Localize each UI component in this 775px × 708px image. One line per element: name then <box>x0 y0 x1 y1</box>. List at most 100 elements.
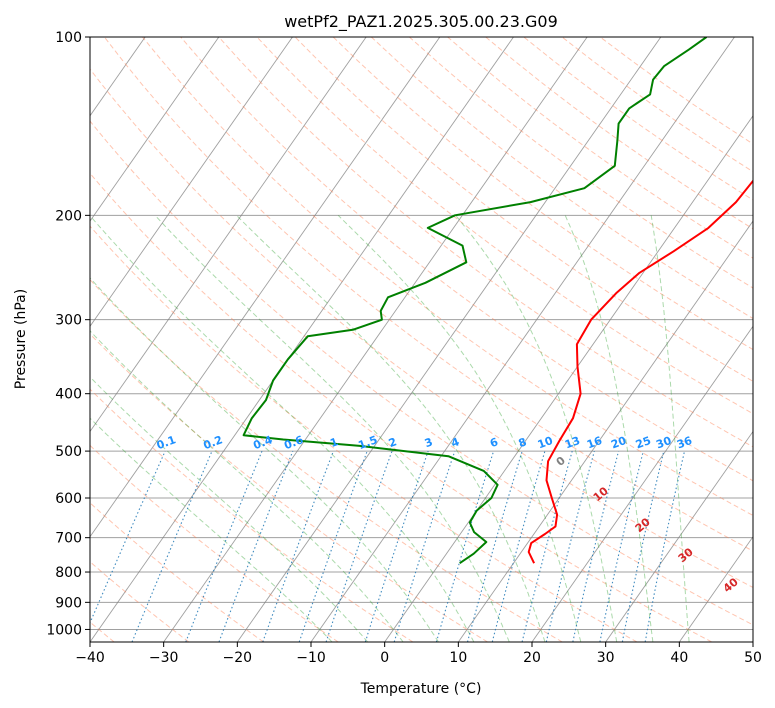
dry-adiabat-line <box>90 561 190 642</box>
y-tick-label: 700 <box>55 531 82 547</box>
dry-adiabat-line <box>90 278 563 642</box>
x-tick-label: 40 <box>670 650 688 666</box>
plot-area: 0.10.20.40.611.52346810131620253036-100-… <box>90 37 753 642</box>
mixing-ratio-line <box>262 450 334 642</box>
y-tick-label: 900 <box>55 595 82 611</box>
x-tick-label: 30 <box>597 650 615 666</box>
isotherm-line <box>457 220 753 642</box>
isotherm-line <box>90 37 441 538</box>
y-tick-label: 1000 <box>46 622 82 638</box>
mixing-ratio-label: 30 <box>654 434 673 452</box>
mixing-ratio-line <box>131 450 213 642</box>
mixing-ratio-line <box>364 450 429 642</box>
mixing-ratio-line <box>298 450 368 642</box>
mixing-ratio-label: 0.1 <box>155 433 178 452</box>
mixing-ratio-lines <box>90 450 686 642</box>
x-tick-label: 50 <box>744 650 762 666</box>
moist-adiabat-line <box>90 214 475 642</box>
y-axis-label: Pressure (hPa) <box>13 289 29 389</box>
moist-adiabat-line <box>455 214 618 642</box>
mixing-ratio-label: 3 <box>423 435 435 450</box>
mixing-ratio-line <box>218 450 294 642</box>
y-tick-label: 800 <box>55 565 82 581</box>
mixing-ratio-line <box>435 450 495 642</box>
mixing-ratio-label: 1 <box>328 435 340 450</box>
mixing-ratio-label: 20 <box>609 434 628 452</box>
dry-adiabat-line <box>90 120 753 626</box>
moist-adiabat-line <box>90 330 404 642</box>
dewpoint-profile-line <box>242 37 708 565</box>
moist-adiabats <box>90 214 690 642</box>
x-tick-label: −40 <box>75 650 105 666</box>
mixing-ratio-label: 36 <box>675 434 694 452</box>
sounding-series <box>242 37 753 565</box>
moist-adiabat-line <box>337 214 582 642</box>
mixing-ratio-label: 6 <box>488 435 500 450</box>
mixing-ratio-line <box>90 450 166 625</box>
isotherm-line <box>384 115 753 642</box>
moist-adiabat-line <box>90 277 439 642</box>
y-tick-label: 100 <box>55 30 82 46</box>
dry-adiabat-line <box>218 37 753 448</box>
dry-adiabat-line <box>180 37 753 482</box>
mixing-ratio-label: 10 <box>536 434 555 452</box>
isotherm-line <box>605 430 753 642</box>
plot-frame <box>89 36 754 643</box>
mixing-ratio-label: 0.4 <box>252 433 275 452</box>
mixing-ratio-label: 0.6 <box>282 433 305 452</box>
isotherm-line <box>90 37 367 433</box>
mixing-ratio-label: 0.2 <box>202 433 225 452</box>
skewed-isotherms <box>90 37 753 642</box>
x-tick-label: −20 <box>223 650 253 666</box>
y-tick-label: 400 <box>55 387 82 403</box>
dry-adiabat-line <box>370 37 753 320</box>
isotherm-line <box>531 325 753 642</box>
x-tick-label: 10 <box>449 650 467 666</box>
mixing-ratio-line <box>325 450 393 642</box>
mixing-ratio-line <box>599 450 644 642</box>
x-axis-ticks: −40 −30 −20 −10 0 10 20 30 40 50 <box>75 642 762 666</box>
isotherm-line <box>90 37 220 222</box>
mixing-ratio-label: 1.5 <box>357 433 380 452</box>
isotherm-line <box>90 37 514 642</box>
dry-adiabat-line <box>142 37 753 517</box>
dry-adiabat-line <box>90 333 488 642</box>
y-tick-label: 600 <box>55 491 82 507</box>
y-tick-label: 300 <box>55 313 82 329</box>
isotherm-line <box>236 37 662 642</box>
moist-adiabat-line <box>90 376 369 642</box>
mixing-ratio-line <box>521 450 573 642</box>
moist-adiabat-line <box>650 215 690 642</box>
mixing-ratio-line <box>491 450 546 642</box>
dry-adiabat-line <box>90 388 414 642</box>
isotherm-line <box>163 37 588 642</box>
dry-adiabat-line <box>90 68 753 589</box>
mixing-ratio-line <box>572 450 620 642</box>
mixing-ratio-label: 8 <box>517 435 529 450</box>
moist-adiabat-line <box>236 214 546 642</box>
mixing-ratio-line <box>545 450 595 642</box>
x-tick-label: 0 <box>380 650 389 666</box>
isotherm-line <box>90 37 293 328</box>
isobar-grid <box>90 37 753 630</box>
x-axis-label: Temperature (°C) <box>360 681 482 697</box>
x-tick-label: 20 <box>523 650 541 666</box>
dry-adiabat-line <box>90 172 712 642</box>
moist-adiabat-line <box>564 215 654 642</box>
y-axis-ticks: 100 200 300 400 500 600 700 800 900 1000 <box>46 30 90 638</box>
mixing-ratio-label: 25 <box>634 434 653 451</box>
moist-adiabat-line <box>154 214 510 642</box>
dry-adiabats <box>90 37 753 642</box>
y-tick-label: 200 <box>55 208 82 224</box>
y-tick-label: 500 <box>55 444 82 460</box>
mixing-ratio-label: 13 <box>563 434 582 451</box>
isotherm-line <box>678 535 753 642</box>
x-tick-label: −10 <box>296 650 326 666</box>
mixing-ratio-label: 16 <box>585 434 604 452</box>
mixing-ratio-label: 4 <box>449 435 461 450</box>
mixing-ratio-line <box>466 450 523 642</box>
chart-title: wetPf2_PAZ1.2025.305.00.23.G09 <box>284 12 558 32</box>
mixing-ratio-label: 2 <box>387 435 399 450</box>
